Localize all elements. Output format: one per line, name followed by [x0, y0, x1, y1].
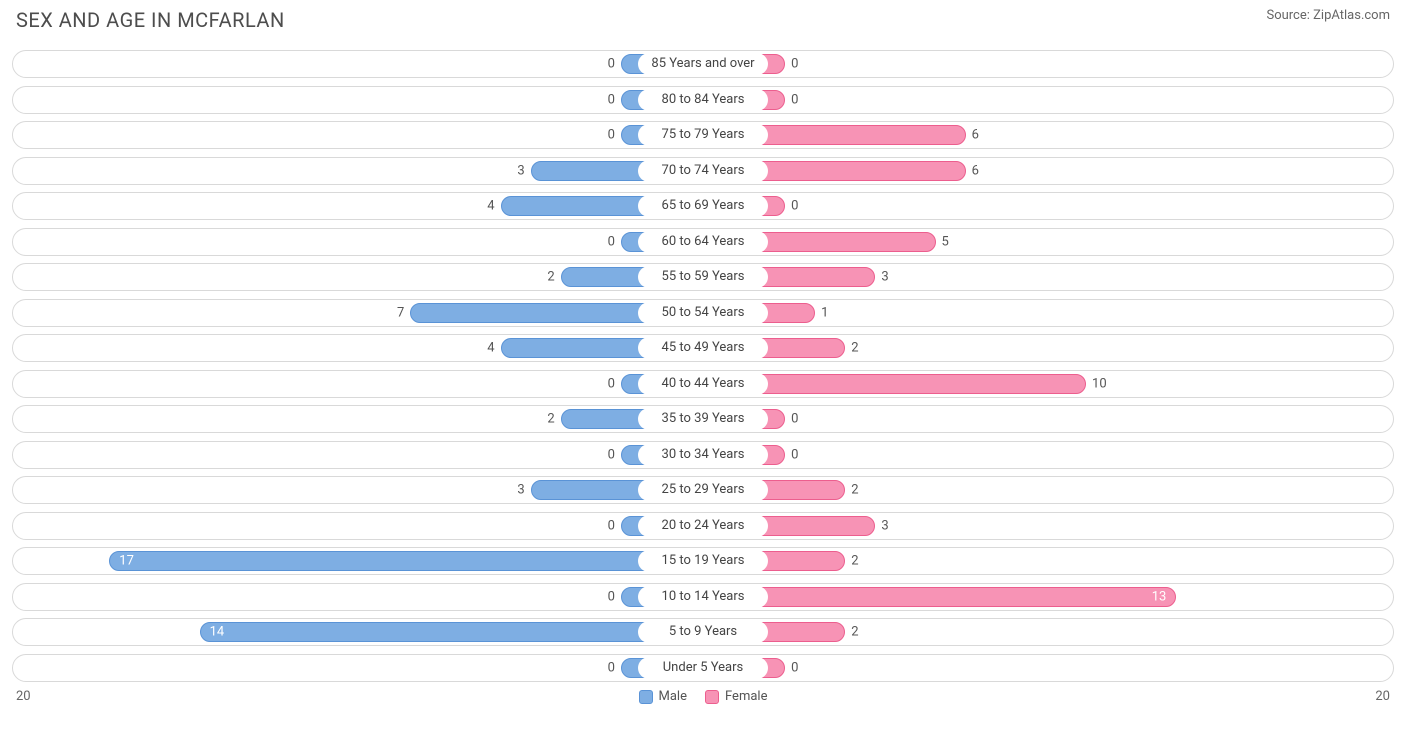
bar-female [703, 587, 1176, 607]
axis-max-left: 20 [16, 689, 31, 704]
age-label: 30 to 34 Years [638, 444, 768, 466]
value-male: 0 [608, 660, 621, 675]
value-male: 3 [517, 483, 530, 498]
pyramid-row: 0 3 20 to 24 Years [12, 512, 1394, 540]
bar-male [200, 622, 703, 642]
value-female: 0 [785, 92, 798, 107]
age-label: 70 to 74 Years [638, 160, 768, 182]
age-label: 55 to 59 Years [638, 266, 768, 288]
age-label: 20 to 24 Years [638, 515, 768, 537]
chart-title: SEX AND AGE IN MCFARLAN [16, 8, 285, 32]
value-female: 2 [845, 341, 858, 356]
pyramid-row: 0 10 40 to 44 Years [12, 370, 1394, 398]
pyramid-row: 4 0 65 to 69 Years [12, 192, 1394, 220]
age-label: 85 Years and over [638, 53, 768, 75]
pyramid-row: 0 5 60 to 64 Years [12, 228, 1394, 256]
value-male: 0 [608, 234, 621, 249]
value-female: 5 [936, 234, 949, 249]
population-pyramid: 0085 Years and over0080 to 84 Years0675 … [12, 50, 1394, 682]
value-male: 0 [608, 57, 621, 72]
age-label: 15 to 19 Years [638, 550, 768, 572]
value-male: 0 [608, 518, 621, 533]
chart-footer: 20 Male Female 20 [12, 689, 1394, 704]
value-female: 13 [1152, 589, 1167, 604]
value-male: 0 [608, 92, 621, 107]
value-female: 6 [966, 163, 979, 178]
pyramid-row: 0 0 80 to 84 Years [12, 86, 1394, 114]
value-female: 0 [785, 660, 798, 675]
age-label: 35 to 39 Years [638, 408, 768, 430]
age-label: 80 to 84 Years [638, 89, 768, 111]
age-label: 45 to 49 Years [638, 337, 768, 359]
pyramid-row: 4 2 45 to 49 Years [12, 334, 1394, 362]
value-female: 0 [785, 447, 798, 462]
value-male: 2 [547, 412, 560, 427]
value-male: 3 [517, 163, 530, 178]
legend-label-female: Female [725, 689, 767, 704]
value-female: 10 [1086, 376, 1107, 391]
age-label: Under 5 Years [638, 657, 768, 679]
value-female: 2 [845, 554, 858, 569]
value-female: 2 [845, 625, 858, 640]
value-female: 3 [875, 518, 888, 533]
age-label: 25 to 29 Years [638, 479, 768, 501]
age-label: 60 to 64 Years [638, 231, 768, 253]
legend: Male Female [639, 689, 768, 704]
age-label: 5 to 9 Years [638, 621, 768, 643]
value-male: 0 [608, 128, 621, 143]
age-label: 75 to 79 Years [638, 124, 768, 146]
value-female: 1 [815, 305, 828, 320]
age-label: 40 to 44 Years [638, 373, 768, 395]
legend-item-male: Male [639, 689, 687, 704]
pyramid-row: 0 0 30 to 34 Years [12, 441, 1394, 469]
pyramid-row: 0 0 85 Years and over [12, 50, 1394, 78]
value-male: 4 [487, 199, 500, 214]
legend-swatch-female [705, 690, 719, 704]
pyramid-row: 2 0 35 to 39 Years [12, 405, 1394, 433]
value-male: 0 [608, 447, 621, 462]
chart-header: SEX AND AGE IN MCFARLAN Source: ZipAtlas… [12, 8, 1394, 32]
value-female: 3 [875, 270, 888, 285]
value-female: 0 [785, 199, 798, 214]
legend-item-female: Female [705, 689, 767, 704]
value-male: 4 [487, 341, 500, 356]
pyramid-row: 3 2 25 to 29 Years [12, 476, 1394, 504]
bar-male [109, 551, 703, 571]
value-female: 0 [785, 412, 798, 427]
age-label: 65 to 69 Years [638, 195, 768, 217]
chart-source: Source: ZipAtlas.com [1266, 8, 1390, 23]
legend-swatch-male [639, 690, 653, 704]
value-female: 6 [966, 128, 979, 143]
value-male: 14 [210, 625, 225, 640]
value-female: 2 [845, 483, 858, 498]
value-male: 0 [608, 589, 621, 604]
legend-label-male: Male [659, 689, 687, 704]
pyramid-row: 0 13 10 to 14 Years [12, 583, 1394, 611]
age-label: 10 to 14 Years [638, 586, 768, 608]
pyramid-row: 14 2 5 to 9 Years [12, 618, 1394, 646]
pyramid-row: 0 6 75 to 79 Years [12, 121, 1394, 149]
pyramid-row: 3 6 70 to 74 Years [12, 157, 1394, 185]
pyramid-row: 17 2 15 to 19 Years [12, 547, 1394, 575]
age-label: 50 to 54 Years [638, 302, 768, 324]
value-male: 2 [547, 270, 560, 285]
value-male: 17 [119, 554, 134, 569]
axis-max-right: 20 [1375, 689, 1390, 704]
value-female: 0 [785, 57, 798, 72]
pyramid-row: 7 1 50 to 54 Years [12, 299, 1394, 327]
value-male: 7 [397, 305, 410, 320]
pyramid-row: 2 3 55 to 59 Years [12, 263, 1394, 291]
pyramid-row: 0 0 Under 5 Years [12, 654, 1394, 682]
value-male: 0 [608, 376, 621, 391]
